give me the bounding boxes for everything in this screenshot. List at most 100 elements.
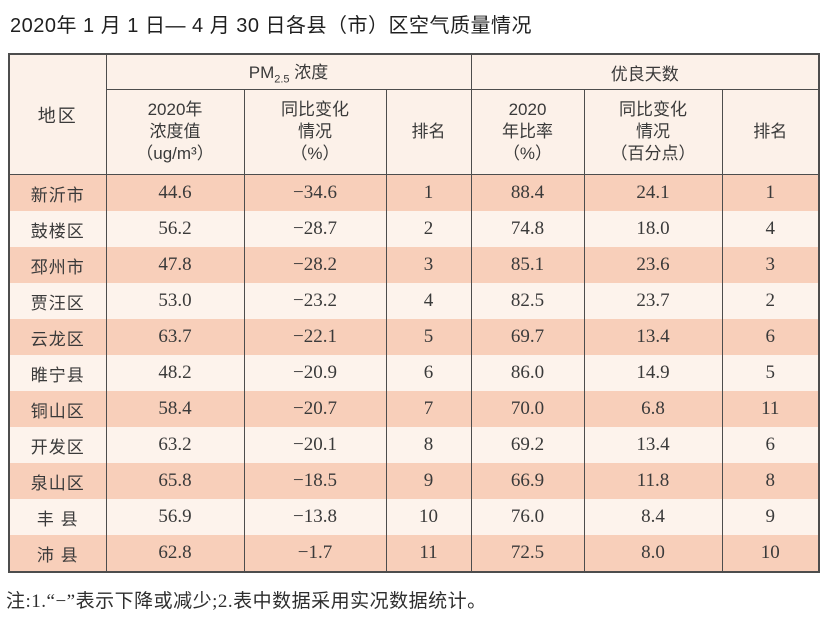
- good-ratio: 70.0: [470, 391, 585, 427]
- good-ratio: 88.4: [470, 174, 585, 211]
- good-change: 23.7: [583, 283, 723, 319]
- pm-change: −18.5: [243, 463, 387, 499]
- good-rank: 10: [721, 535, 820, 572]
- region-name: 睢宁县: [8, 355, 107, 391]
- pm-change: −28.2: [243, 247, 387, 283]
- pm25-label-subscript: 2.5: [274, 73, 290, 86]
- pm-rank: 6: [385, 355, 472, 391]
- good-ratio: 85.1: [470, 247, 585, 283]
- good-ratio: 69.2: [470, 427, 585, 463]
- good-ratio: 66.9: [470, 463, 585, 499]
- pm-value: 56.2: [105, 211, 245, 247]
- footnote: 注:1.“−”表示下降或减少;2.表中数据采用实况数据统计。: [6, 591, 487, 612]
- pm-value: 53.0: [105, 283, 245, 319]
- pm-rank: 2: [385, 211, 472, 247]
- pm-change: −20.1: [243, 427, 387, 463]
- good-change: 13.4: [583, 319, 723, 355]
- table-row: 睢宁县 48.2 −20.9 6 86.0 14.9 5: [8, 355, 820, 391]
- good-ratio: 82.5: [470, 283, 585, 319]
- column-header-pm-value: 2020年 浓度值 （ug/m³）: [105, 89, 245, 175]
- pm-value: 63.7: [105, 319, 245, 355]
- pm-value: 62.8: [105, 535, 245, 572]
- pm-rank: 11: [385, 535, 472, 572]
- column-header-pm-change: 同比变化 情况 （%）: [243, 89, 387, 175]
- good-change: 11.8: [583, 463, 723, 499]
- region-name: 新沂市: [8, 174, 107, 211]
- region-name: 云龙区: [8, 319, 107, 355]
- column-header-region: 地区: [8, 54, 107, 175]
- good-rank: 11: [721, 391, 820, 427]
- pm-rank: 9: [385, 463, 472, 499]
- pm-rank: 8: [385, 427, 472, 463]
- good-rank: 2: [721, 283, 820, 319]
- column-group-pm25: PM2.5 浓度: [105, 54, 472, 90]
- good-rank: 1: [721, 174, 820, 211]
- good-ratio: 76.0: [470, 499, 585, 535]
- region-name: 丰 县: [8, 499, 107, 535]
- table-row: 泉山区 65.8 −18.5 9 66.9 11.8 8: [8, 463, 820, 499]
- good-rank: 8: [721, 463, 820, 499]
- pm-change: −22.1: [243, 319, 387, 355]
- good-change: 13.4: [583, 427, 723, 463]
- table-row: 开发区 63.2 −20.1 8 69.2 13.4 6: [8, 427, 820, 463]
- pm-value: 44.6: [105, 174, 245, 211]
- good-change: 24.1: [583, 174, 723, 211]
- good-rank: 6: [721, 319, 820, 355]
- good-change: 18.0: [583, 211, 723, 247]
- pm-change: −34.6: [243, 174, 387, 211]
- good-change: 6.8: [583, 391, 723, 427]
- pm25-label-suffix: 浓度: [289, 63, 329, 83]
- table-row: 云龙区 63.7 −22.1 5 69.7 13.4 6: [8, 319, 820, 355]
- pm-value: 65.8: [105, 463, 245, 499]
- good-ratio: 74.8: [470, 211, 585, 247]
- pm-change: −20.9: [243, 355, 387, 391]
- table-row: 沛 县 62.8 −1.7 11 72.5 8.0 10: [8, 535, 820, 572]
- region-name: 沛 县: [8, 535, 107, 572]
- pm-change: −20.7: [243, 391, 387, 427]
- pm-change: −23.2: [243, 283, 387, 319]
- pm-rank: 3: [385, 247, 472, 283]
- good-rank: 9: [721, 499, 820, 535]
- header-sub-row: 2020年 浓度值 （ug/m³） 同比变化 情况 （%） 排名 2020 年比…: [9, 89, 820, 175]
- column-group-good-days: 优良天数: [470, 54, 820, 90]
- good-ratio: 72.5: [470, 535, 585, 572]
- region-name: 邳州市: [8, 247, 107, 283]
- pm-change: −13.8: [243, 499, 387, 535]
- good-change: 8.4: [583, 499, 723, 535]
- region-name: 开发区: [8, 427, 107, 463]
- pm-rank: 5: [385, 319, 472, 355]
- table-row: 邳州市 47.8 −28.2 3 85.1 23.6 3: [8, 247, 820, 283]
- pm-rank: 1: [385, 174, 472, 211]
- good-rank: 6: [721, 427, 820, 463]
- table-row: 铜山区 58.4 −20.7 7 70.0 6.8 11: [8, 391, 820, 427]
- table-row: 贾汪区 53.0 −23.2 4 82.5 23.7 2: [8, 283, 820, 319]
- good-ratio: 86.0: [470, 355, 585, 391]
- good-ratio: 69.7: [470, 319, 585, 355]
- pm-rank: 4: [385, 283, 472, 319]
- pm-value: 48.2: [105, 355, 245, 391]
- pm-change: −1.7: [243, 535, 387, 572]
- pm-rank: 10: [385, 499, 472, 535]
- header-group-row: 地区 PM2.5 浓度 优良天数: [8, 54, 820, 175]
- table-row: 丰 县 56.9 −13.8 10 76.0 8.4 9: [8, 499, 820, 535]
- good-rank: 3: [721, 247, 820, 283]
- good-change: 8.0: [583, 535, 723, 572]
- region-name: 贾汪区: [8, 283, 107, 319]
- pm-rank: 7: [385, 391, 472, 427]
- column-header-good-ratio: 2020 年比率 （%）: [470, 89, 585, 175]
- good-rank: 5: [721, 355, 820, 391]
- pm-value: 56.9: [105, 499, 245, 535]
- pm-value: 58.4: [105, 391, 245, 427]
- pm-change: −28.7: [243, 211, 387, 247]
- air-quality-table: 地区 PM2.5 浓度 优良天数 2020年 浓度值 （ug/m³） 同比变化 …: [8, 53, 821, 573]
- table-row: 鼓楼区 56.2 −28.7 2 74.8 18.0 4: [8, 211, 820, 247]
- region-name: 鼓楼区: [8, 211, 107, 247]
- region-name: 泉山区: [8, 463, 107, 499]
- column-header-pm-rank: 排名: [385, 89, 472, 175]
- page-title: 2020年 1 月 1 日— 4 月 30 日各县（市）区空气质量情况: [10, 15, 533, 37]
- region-name: 铜山区: [8, 391, 107, 427]
- pm25-label-prefix: PM: [248, 63, 275, 83]
- good-rank: 4: [721, 211, 820, 247]
- column-header-good-change: 同比变化 情况 （百分点）: [583, 89, 723, 175]
- good-change: 14.9: [583, 355, 723, 391]
